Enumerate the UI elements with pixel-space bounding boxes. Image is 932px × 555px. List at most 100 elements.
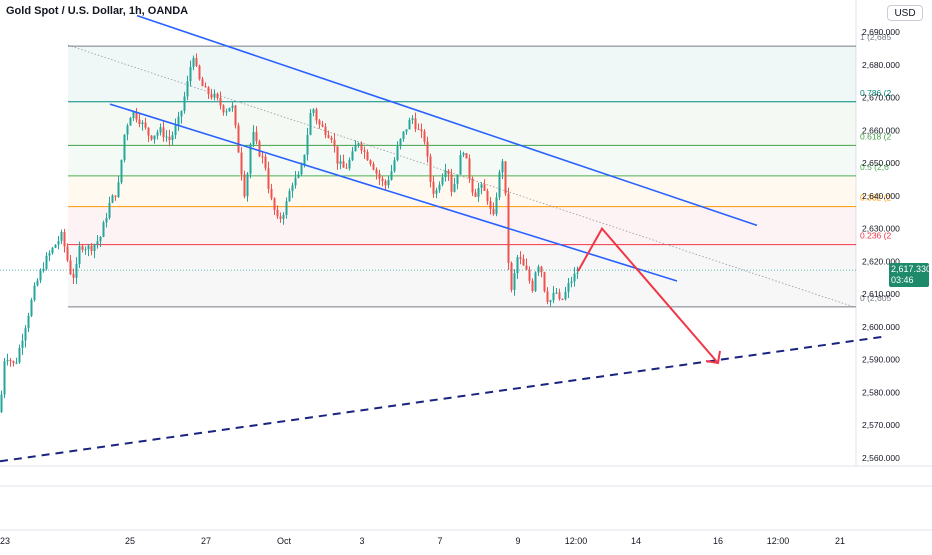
candle-body [27,315,30,329]
candle-body [330,137,333,140]
candle-body [321,124,324,127]
candle-body [531,280,534,291]
candle-body [189,66,192,82]
candle-body [234,105,237,126]
y-tick-label: 2,640.000 [862,191,900,201]
candle-body [561,298,564,300]
x-tick-label: Oct [277,536,292,546]
y-tick-label: 2,680.000 [862,60,900,70]
candle-body [414,118,417,129]
x-tick-label: 3 [359,536,364,546]
candle-body [333,139,336,147]
candle-body [366,152,369,161]
candle-body [273,198,276,210]
candle-body [144,122,147,128]
candle-body [84,249,87,251]
candle-body [207,87,210,95]
fib-band [68,46,856,102]
candle-body [252,131,255,145]
candle-body [165,136,168,138]
candle-body [384,181,387,186]
y-tick-label: 2,670.000 [862,93,900,103]
candle-body [279,216,282,219]
candle-body [81,246,84,250]
y-tick-label: 2,580.000 [862,387,900,397]
candle-body [456,174,459,184]
candle-body [399,138,402,147]
y-tick-label: 2,600.000 [862,322,900,332]
candle-body [231,105,234,108]
x-tick-label: 9 [515,536,520,546]
candle-body [48,253,51,256]
candle-body [57,240,60,245]
candle-body [345,167,348,169]
y-tick-label: 2,690.000 [862,27,900,37]
fib-band [68,145,856,176]
candle-body [186,81,189,97]
candle-body [42,268,45,271]
candle-body [105,217,108,223]
candle-body [510,262,513,290]
candle-body [90,245,93,252]
candle-body [93,244,96,252]
candle-body [396,146,399,161]
candle-body [357,143,360,146]
candle-body [213,93,216,98]
fib-level-label: 0.382 (2 [860,193,891,203]
candle-body [183,96,186,111]
candle-body [87,245,90,250]
candle-body [429,156,432,182]
candle-body [522,258,525,266]
candle-body [474,192,477,197]
candle-body [123,134,126,160]
candle-body [147,127,150,136]
candle-body [411,118,414,120]
fib-band [68,101,856,146]
y-tick-label: 2,570.000 [862,420,900,430]
candle-body [390,171,393,180]
candle-body [303,154,306,166]
fib-level-label: 0.618 (2 [860,131,891,141]
candle-body [132,111,135,118]
candle-body [420,129,423,132]
candle-body [249,144,252,174]
candle-body [570,281,573,284]
last-price-tag: 2,617.330 03:46 [889,263,931,287]
candle-body [210,94,213,98]
candle-body [447,170,450,175]
candle-body [537,266,540,273]
candle-body [381,178,384,182]
candle-body [3,361,6,395]
candle-body [258,141,261,157]
candle-body [465,153,468,159]
candle-body [297,174,300,178]
candle-body [225,111,228,113]
candle-body [417,128,420,130]
candle-body [255,131,258,142]
candle-body [315,109,318,121]
candle-body [306,134,309,155]
candle-body [120,159,123,183]
candle-body [552,292,555,301]
candle-body [243,174,246,197]
candle-body [375,169,378,174]
candle-body [363,150,366,153]
x-tick-label: 12:00 [767,536,790,546]
candle-body [216,93,219,99]
chart-title: Gold Spot / U.S. Dollar, 1h, OANDA [6,5,189,17]
candle-body [450,174,453,192]
candle-body [51,247,54,254]
x-tick-label: 27 [201,536,211,546]
candle-body [267,168,270,189]
candle-body [9,360,12,362]
candle-body [438,184,441,191]
fib-band [68,206,856,245]
candle-body [21,340,24,349]
currency-button[interactable]: USD [887,5,923,21]
candle-body [66,246,69,261]
candle-body [342,161,345,168]
candle-body [444,170,447,178]
candle-body [270,188,273,199]
